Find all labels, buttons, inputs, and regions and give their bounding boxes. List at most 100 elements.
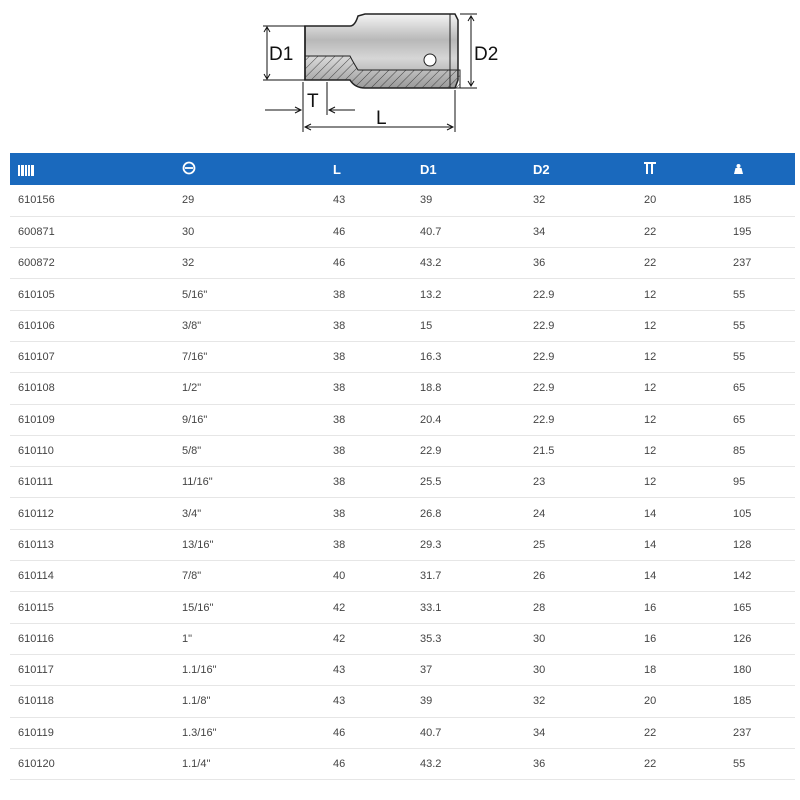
d1-cell: 43.2 <box>420 748 533 781</box>
d2-cell: 22.9 <box>533 278 644 311</box>
depth-cell: 16 <box>644 591 733 624</box>
d1-cell: 39 <box>420 185 533 217</box>
weight-cell: 65 <box>733 372 795 405</box>
d1-cell: 29.3 <box>420 529 533 562</box>
hex-size-cell: 5/8" <box>182 435 333 468</box>
length-cell: 43 <box>333 685 420 718</box>
article-number-cell: 610156 <box>10 185 182 217</box>
table-row: 610113 13/16" 38 29.3 25 14 128 <box>10 529 795 562</box>
d2-cell: 22.9 <box>533 341 644 374</box>
weight-cell: 185 <box>733 685 795 718</box>
depth-cell: 14 <box>644 560 733 593</box>
hex-size-cell: 7/8" <box>182 560 333 593</box>
depth-cell: 18 <box>644 654 733 687</box>
d2-cell: 23 <box>533 466 644 499</box>
length-cell: 42 <box>333 591 420 624</box>
table-row: 610116 1" 42 35.3 30 16 126 <box>10 623 795 655</box>
table-row: 610110 5/8" 38 22.9 21.5 12 85 <box>10 435 795 468</box>
d1-cell: 35.3 <box>420 623 533 655</box>
weight-cell: 55 <box>733 748 795 781</box>
length-cell: 40 <box>333 560 420 593</box>
d1-cell: 43.2 <box>420 247 533 280</box>
depth-cell: 20 <box>644 685 733 718</box>
weight-cell: 237 <box>733 717 795 749</box>
d2-cell: 36 <box>533 247 644 280</box>
d2-cell: 24 <box>533 497 644 530</box>
hex-size-cell: 1.1/16" <box>182 654 333 687</box>
depth-cell: 12 <box>644 341 733 374</box>
article-number-cell: 610118 <box>10 685 182 718</box>
d2-header: D2 <box>533 153 644 185</box>
hex-size-header <box>182 153 333 185</box>
table-header-row: L D1 D2 <box>10 153 795 185</box>
weight-cell: 95 <box>733 466 795 499</box>
hex-size-cell: 5/16" <box>182 278 333 311</box>
table-row: 610120 1.1/4" 46 43.2 36 22 55 <box>10 748 795 781</box>
article-number-cell: 610119 <box>10 717 182 749</box>
length-cell: 46 <box>333 717 420 749</box>
hex-size-cell: 29 <box>182 185 333 217</box>
socket-body <box>304 13 461 89</box>
hex-size-cell: 1" <box>182 623 333 655</box>
length-cell: 42 <box>333 623 420 655</box>
d2-cell: 25 <box>533 529 644 562</box>
length-header: L <box>333 153 420 185</box>
length-cell: 38 <box>333 529 420 562</box>
d1-cell: 40.7 <box>420 717 533 749</box>
weight-cell: 85 <box>733 435 795 468</box>
d2-cell: 22.9 <box>533 310 644 342</box>
depth-icon <box>644 162 656 174</box>
table-row: 610111 11/16" 38 25.5 23 12 95 <box>10 466 795 499</box>
d1-label: D1 <box>269 44 293 65</box>
d1-cell: 20.4 <box>420 404 533 436</box>
hex-size-cell: 3/8" <box>182 310 333 342</box>
length-cell: 43 <box>333 654 420 687</box>
l-dimension-line <box>303 90 456 132</box>
depth-cell: 12 <box>644 466 733 499</box>
depth-cell: 12 <box>644 310 733 342</box>
d2-cell: 26 <box>533 560 644 593</box>
hex-size-cell: 11/16" <box>182 466 333 499</box>
hex-size-cell: 1.1/4" <box>182 748 333 781</box>
depth-cell: 20 <box>644 185 733 217</box>
d2-cell: 30 <box>533 654 644 687</box>
hex-size-cell: 1.3/16" <box>182 717 333 749</box>
l-label: L <box>376 108 387 129</box>
article-number-cell: 610114 <box>10 560 182 593</box>
depth-header <box>644 153 733 185</box>
depth-cell: 14 <box>644 529 733 562</box>
article-number-cell: 610107 <box>10 341 182 374</box>
d1-cell: 13.2 <box>420 278 533 311</box>
d2-cell: 34 <box>533 216 644 249</box>
article-number-cell: 610120 <box>10 748 182 781</box>
depth-cell: 22 <box>644 247 733 280</box>
socket-spec-table: L D1 D2 610156 29 43 39 32 20 185 600871 30 46 40.… <box>10 153 795 781</box>
d1-cell: 39 <box>420 685 533 718</box>
d1-cell: 33.1 <box>420 591 533 624</box>
d2-cell: 30 <box>533 623 644 655</box>
length-cell: 38 <box>333 372 420 405</box>
hex-size-cell: 9/16" <box>182 404 333 436</box>
hex-size-cell: 32 <box>182 247 333 280</box>
length-cell: 38 <box>333 310 420 342</box>
d1-cell: 22.9 <box>420 435 533 468</box>
d1-header-label: D1 <box>420 161 437 177</box>
table-body: 610156 29 43 39 32 20 185 600871 30 46 40.7 34 22 195… <box>10 185 795 781</box>
depth-cell: 12 <box>644 278 733 311</box>
table-row: 610105 5/16" 38 13.2 22.9 12 55 <box>10 278 795 311</box>
article-number-cell: 600872 <box>10 247 182 280</box>
length-cell: 38 <box>333 341 420 374</box>
d2-cell: 22.9 <box>533 404 644 436</box>
hex-size-cell: 30 <box>182 216 333 249</box>
socket-dimension-diagram: D1 D2 T L <box>263 13 498 132</box>
article-number-cell: 610111 <box>10 466 182 499</box>
depth-cell: 14 <box>644 497 733 530</box>
depth-cell: 22 <box>644 216 733 249</box>
article-number-cell: 610108 <box>10 372 182 405</box>
table-row: 610119 1.3/16" 46 40.7 34 22 237 <box>10 717 795 749</box>
d1-cell: 15 <box>420 310 533 342</box>
d1-cell: 40.7 <box>420 216 533 249</box>
depth-cell: 12 <box>644 435 733 468</box>
article-number-header <box>10 153 182 185</box>
hex-size-cell: 1/2" <box>182 372 333 405</box>
